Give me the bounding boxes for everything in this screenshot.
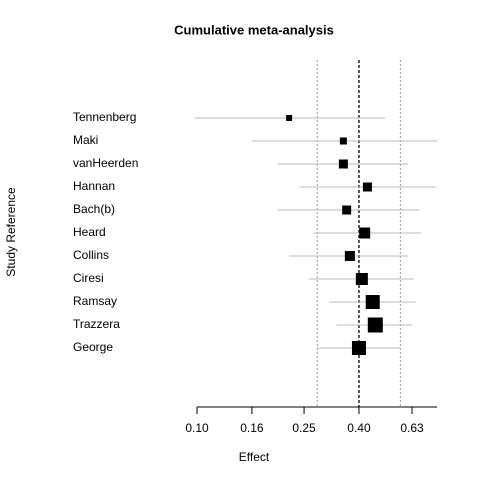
x-tick-label: 0.10 xyxy=(185,421,209,435)
study-label: Ciresi xyxy=(73,271,104,285)
estimate-box xyxy=(338,159,348,169)
study-label: Bach(b) xyxy=(73,202,115,216)
study-label: George xyxy=(73,340,113,354)
x-tick-label: 0.63 xyxy=(400,421,424,435)
estimate-box xyxy=(359,227,371,239)
study-label: Hannan xyxy=(73,179,115,193)
estimate-box xyxy=(342,205,352,215)
x-tick-label: 0.40 xyxy=(347,421,371,435)
estimate-box xyxy=(355,273,368,285)
study-label: Trazzera xyxy=(73,317,120,331)
estimate-box xyxy=(339,137,347,145)
study-label: Ramsay xyxy=(73,294,117,308)
x-tick-label: 0.25 xyxy=(292,421,316,435)
x-tick-label: 0.16 xyxy=(240,421,264,435)
chart-title: Cumulative meta-analysis xyxy=(174,22,334,37)
y-axis-label: Study Reference xyxy=(4,187,18,277)
estimate-box xyxy=(367,317,383,333)
estimate-box xyxy=(344,251,355,261)
estimate-box xyxy=(351,341,366,355)
study-label: vanHeerden xyxy=(73,156,138,170)
estimate-box xyxy=(365,295,380,309)
study-label: Heard xyxy=(73,225,106,239)
x-axis-label: Effect xyxy=(239,450,270,464)
study-label: Maki xyxy=(73,133,98,147)
estimate-box xyxy=(362,182,372,192)
study-label: Collins xyxy=(73,248,109,262)
estimate-box xyxy=(286,115,293,121)
study-label: Tennenberg xyxy=(73,110,136,124)
